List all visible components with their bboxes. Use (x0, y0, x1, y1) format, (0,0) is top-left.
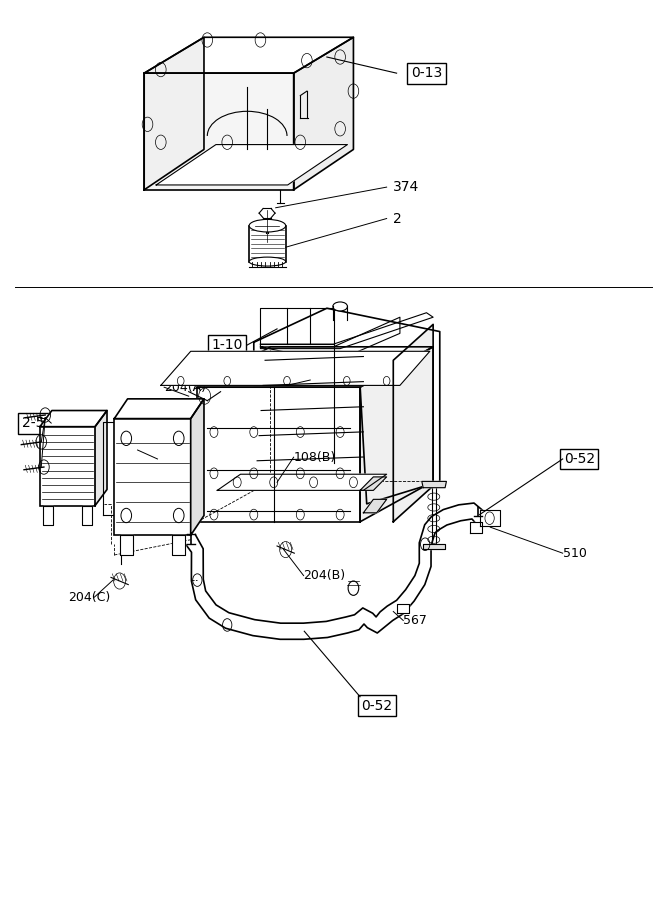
Text: 567: 567 (404, 614, 427, 627)
Polygon shape (144, 37, 204, 190)
Ellipse shape (333, 302, 348, 310)
Text: 0-52: 0-52 (564, 452, 595, 466)
Text: 0-13: 0-13 (411, 67, 442, 80)
Bar (40, 427, 95, 506)
Polygon shape (253, 308, 440, 504)
Polygon shape (156, 145, 348, 185)
Text: 204(B): 204(B) (303, 569, 346, 582)
Polygon shape (422, 482, 446, 488)
Text: 102: 102 (137, 444, 161, 456)
Text: 108(B): 108(B) (293, 451, 336, 464)
Polygon shape (95, 410, 107, 506)
Text: 1-10: 1-10 (211, 338, 243, 352)
Polygon shape (423, 544, 445, 549)
Polygon shape (470, 522, 482, 533)
Polygon shape (40, 410, 107, 427)
Polygon shape (172, 536, 185, 555)
Polygon shape (43, 506, 53, 526)
Text: 2: 2 (394, 212, 402, 226)
Polygon shape (161, 351, 430, 385)
Polygon shape (82, 506, 93, 526)
Text: 204(A): 204(A) (164, 381, 206, 393)
Bar (249, 226, 285, 262)
Polygon shape (364, 500, 387, 513)
Polygon shape (360, 346, 433, 522)
Polygon shape (217, 474, 387, 490)
Polygon shape (293, 37, 354, 190)
Text: 108(A): 108(A) (310, 374, 352, 386)
Polygon shape (197, 346, 433, 387)
Polygon shape (119, 536, 133, 555)
Text: 204(C): 204(C) (68, 590, 110, 604)
Polygon shape (360, 477, 387, 490)
Polygon shape (394, 324, 433, 522)
Polygon shape (114, 399, 204, 418)
Polygon shape (480, 510, 500, 526)
Polygon shape (398, 604, 410, 613)
Text: 0-52: 0-52 (361, 698, 392, 713)
Polygon shape (191, 399, 204, 536)
Polygon shape (197, 387, 360, 522)
Ellipse shape (249, 220, 285, 232)
Polygon shape (144, 73, 293, 190)
Text: 510: 510 (563, 546, 586, 560)
Text: 374: 374 (394, 180, 420, 194)
Ellipse shape (249, 257, 285, 266)
Bar (114, 418, 191, 536)
Polygon shape (144, 37, 354, 73)
Polygon shape (103, 422, 113, 515)
Text: 2-53: 2-53 (22, 416, 53, 430)
